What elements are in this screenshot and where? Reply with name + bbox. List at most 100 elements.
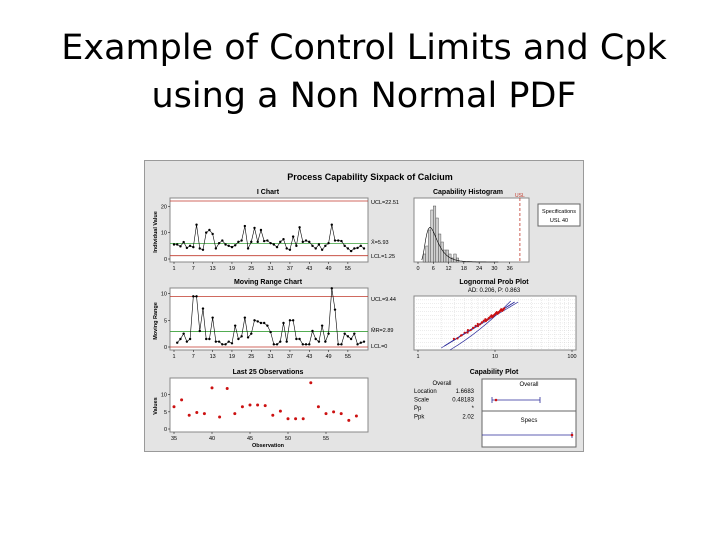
mr-chart-point: [256, 320, 259, 323]
mr-chart-point: [176, 341, 179, 344]
i-chart-point: [291, 235, 295, 238]
i-chart-plot-area: [169, 197, 369, 263]
mr-chart-point: [304, 343, 308, 346]
last25-ytick-label: 5: [164, 410, 167, 416]
mr-chart-xtick-label: 31: [268, 354, 274, 360]
i-chart-xtick-label: 55: [345, 266, 351, 272]
i-chart-xtick-label: 43: [306, 266, 312, 272]
mr-chart-xtick-label: 49: [326, 354, 332, 360]
i-chart-xtick-label: 7: [192, 266, 195, 272]
mr-chart-point: [179, 337, 182, 341]
mr-chart-xtick-label: 55: [345, 354, 351, 360]
capability-row-label: Pp: [414, 406, 422, 412]
i-chart-xtick-label: 49: [326, 266, 332, 272]
i-chart-point: [269, 241, 272, 245]
histogram-fit-curve: [421, 227, 499, 263]
prob-point: [478, 323, 482, 326]
moving-range-chart: Moving Range Chart Moving Range 0 5 10 1 7 13…: [153, 279, 396, 360]
i-chart-point: [275, 245, 279, 249]
last25-point: [309, 381, 313, 385]
last25-point: [202, 412, 206, 416]
i-chart-point: [266, 239, 269, 242]
overall-box-title: Overall: [519, 382, 538, 388]
prob-point: [469, 329, 472, 332]
mr-chart-ucl-label: UCL=9.44: [371, 297, 396, 303]
last25-plot-area: [169, 377, 369, 433]
last25-point: [240, 405, 244, 409]
last25-point: [263, 404, 267, 408]
specs-interval-box: Specs: [481, 410, 577, 448]
mr-chart-point: [201, 307, 205, 310]
last25-point: [347, 418, 351, 422]
mr-chart-point: [224, 343, 227, 346]
prob-point: [474, 324, 477, 327]
i-chart-point: [301, 240, 305, 244]
prob-point: [452, 337, 456, 341]
prob-point: [484, 320, 487, 323]
mr-chart-point: [320, 324, 324, 327]
mr-chart-ytick-label: 0: [164, 345, 167, 351]
i-chart-point: [356, 246, 359, 250]
mr-chart-point: [269, 330, 272, 334]
specifications-usl: USL 40: [550, 218, 568, 224]
prob-point: [460, 334, 463, 337]
last25-point: [218, 415, 222, 419]
mr-chart-ytick-label: 10: [161, 292, 167, 298]
i-chart-point: [259, 228, 263, 232]
i-chart-point: [172, 243, 176, 246]
mr-chart-xtick-label: 37: [287, 354, 293, 360]
mr-chart-point: [343, 332, 346, 335]
mr-chart-point: [327, 332, 330, 335]
i-chart-point: [224, 243, 227, 246]
i-chart-point: [340, 239, 343, 243]
last25-point: [210, 386, 214, 390]
i-chart-point: [217, 241, 221, 245]
mr-chart-point: [217, 340, 221, 343]
i-chart-point: [343, 244, 346, 248]
mr-chart-point: [330, 287, 333, 290]
i-chart-point: [304, 239, 308, 242]
mr-chart-point: [359, 341, 362, 344]
mr-chart-xtick-label: 7: [192, 354, 195, 360]
mr-chart-point: [311, 329, 314, 333]
prob-point: [487, 317, 490, 320]
last25-point: [180, 398, 184, 402]
mr-chart-xtick-label: 19: [229, 354, 235, 360]
i-chart-point: [182, 240, 185, 244]
mr-chart-point: [346, 335, 350, 338]
mr-chart-xtick-label: 43: [306, 354, 312, 360]
histogram-bar: [425, 245, 429, 263]
prob-xtick-label: 10: [492, 354, 498, 360]
lognormal-prob-plot: Lognormal Prob Plot AD: 0.206, P: 0.863 …: [413, 279, 577, 360]
i-chart-point: [330, 223, 333, 226]
mr-chart-point: [291, 319, 295, 322]
i-chart-point: [256, 240, 259, 244]
i-chart-point: [221, 239, 224, 242]
i-chart-point: [227, 244, 230, 248]
i-chart-xtick-label: 31: [268, 266, 274, 272]
mr-chart-point: [185, 340, 189, 343]
i-chart-point: [333, 239, 337, 242]
i-chart-point: [308, 240, 311, 244]
mr-chart-plot-area: [169, 287, 369, 351]
mr-chart-point: [250, 332, 253, 335]
i-chart-point: [240, 239, 243, 242]
capability-row-label: Scale: [414, 398, 430, 404]
mr-chart-point: [246, 336, 250, 339]
i-chart-ytick-label: 10: [161, 231, 167, 237]
i-chart-point: [353, 247, 356, 250]
mr-chart-point: [308, 343, 311, 346]
mr-chart-ylabel: Moving Range: [153, 302, 159, 340]
capability-row-value: 2.02: [462, 415, 474, 421]
last25-point: [316, 405, 320, 409]
i-chart-ucl-label: UCL=22.51: [371, 200, 399, 206]
i-chart-point: [192, 245, 195, 249]
i-chart-point: [282, 238, 285, 241]
histogram-xtick-label: 0: [416, 266, 419, 272]
mr-chart-point: [214, 340, 218, 343]
mr-chart-point: [233, 324, 237, 327]
mr-chart-point: [362, 340, 366, 343]
i-chart-point: [295, 244, 298, 248]
i-chart-point: [250, 240, 253, 244]
mr-chart-center-label: M̄R=2.89: [371, 327, 393, 334]
